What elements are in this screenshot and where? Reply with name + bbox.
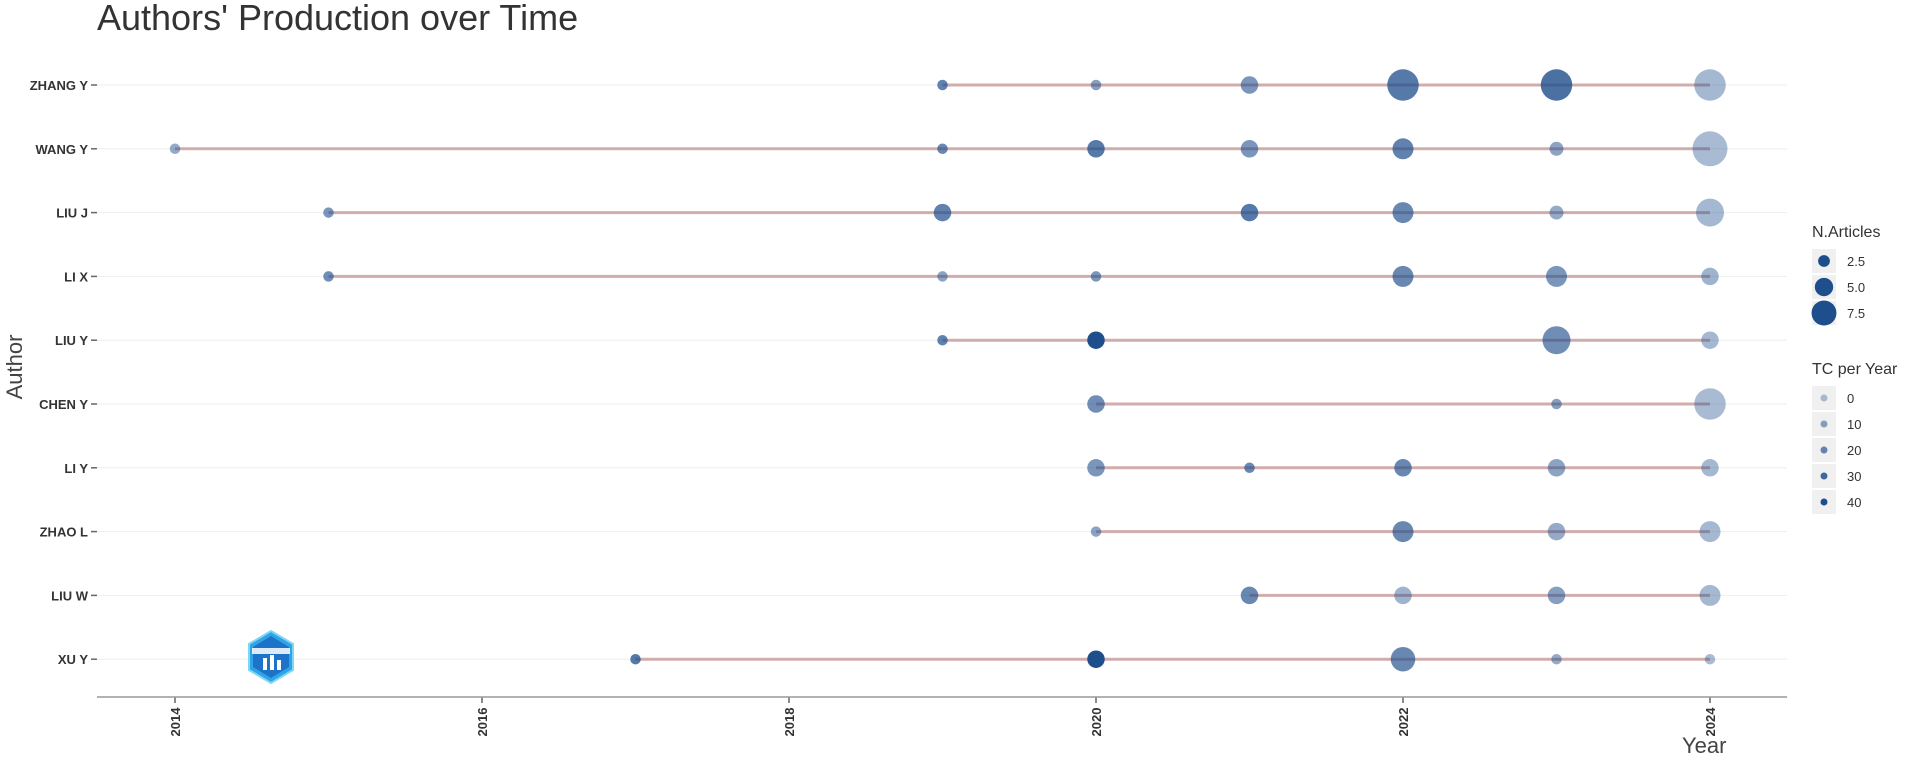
- grid-lines: [97, 84, 1787, 660]
- data-point: [1240, 76, 1259, 94]
- data-point: [1701, 331, 1719, 349]
- y-tick-label: CHEN Y: [39, 397, 88, 412]
- data-point: [1390, 646, 1416, 672]
- data-point: [937, 79, 948, 91]
- legend-color-label: 40: [1847, 495, 1861, 510]
- x-tick-label: 2018: [782, 708, 797, 737]
- data-point: [1694, 388, 1726, 420]
- data-point: [630, 653, 641, 665]
- data-point: [1090, 271, 1102, 282]
- data-point: [1090, 79, 1102, 91]
- legend-color-items: 0 10 20 30 40: [1812, 386, 1861, 514]
- data-point: [1394, 586, 1412, 605]
- data-point: [1704, 653, 1716, 665]
- data-point: [937, 271, 948, 282]
- chart-title: Authors' Production over Time: [97, 0, 578, 38]
- data-point: [1551, 398, 1562, 410]
- data-point: [1699, 584, 1721, 606]
- legend-color-key: [1820, 446, 1828, 454]
- y-axis-title: Author: [2, 335, 27, 400]
- legend-color-key: [1820, 498, 1828, 506]
- data-points: [169, 69, 1728, 672]
- data-point: [1696, 198, 1724, 227]
- data-point: [1701, 267, 1719, 286]
- data-point: [933, 203, 952, 222]
- data-point: [1547, 586, 1566, 605]
- data-point: [1240, 203, 1259, 222]
- data-point: [1087, 459, 1105, 477]
- data-point: [937, 334, 948, 346]
- author-timelines: [175, 83, 1710, 661]
- legend-color-label: 20: [1847, 443, 1861, 458]
- y-tick-label: WANG Y: [36, 142, 89, 157]
- data-point: [1087, 395, 1105, 413]
- legend: N.Articles 2.5 5.0 7.5 TC per Year 0 10 20 30…: [1811, 224, 1898, 514]
- data-point: [1394, 459, 1412, 477]
- legend-color-label: 30: [1847, 469, 1861, 484]
- y-tick-label: XU Y: [58, 652, 88, 667]
- data-point: [1090, 526, 1102, 537]
- legend-color-key: [1820, 420, 1828, 428]
- data-point: [937, 143, 948, 155]
- data-point: [1087, 140, 1105, 158]
- y-tick-label: LI X: [64, 269, 88, 284]
- legend-color-key: [1820, 472, 1828, 480]
- legend-color-label: 10: [1847, 417, 1861, 432]
- x-tick-label: 2020: [1089, 708, 1104, 737]
- data-point: [1387, 69, 1419, 101]
- data-point: [1240, 140, 1259, 158]
- data-point: [1547, 459, 1566, 477]
- data-point: [1240, 586, 1259, 605]
- data-point: [169, 143, 181, 155]
- data-point: [1701, 459, 1719, 477]
- legend-size-label: 5.0: [1847, 280, 1865, 295]
- x-tick-label: 2016: [475, 708, 490, 737]
- x-axis-ticks: 2014 2016 2018 2020 2022 2024: [168, 697, 1718, 736]
- data-point: [1699, 521, 1721, 543]
- legend-color-title: TC per Year: [1812, 361, 1898, 378]
- y-tick-label: LIU W: [51, 588, 89, 603]
- data-point: [1694, 69, 1726, 101]
- legend-color-key-bg: [1812, 386, 1836, 410]
- x-axis-title: Year: [1682, 733, 1726, 757]
- data-point: [1692, 131, 1728, 167]
- data-point: [1087, 331, 1105, 349]
- legend-size-items: 2.5 5.0 7.5: [1811, 249, 1865, 326]
- data-point: [323, 271, 334, 282]
- data-point: [1540, 69, 1573, 101]
- data-point: [1546, 265, 1567, 287]
- legend-size-label: 7.5: [1847, 306, 1865, 321]
- legend-color-label: 0: [1847, 391, 1854, 406]
- legend-size-key: [1811, 300, 1837, 326]
- data-point: [1392, 521, 1414, 543]
- data-point: [1392, 202, 1414, 224]
- data-point: [1542, 326, 1571, 355]
- data-point: [1087, 650, 1105, 668]
- y-tick-label: ZHANG Y: [30, 78, 89, 93]
- data-point: [1392, 138, 1414, 160]
- legend-size-title: N.Articles: [1812, 224, 1880, 241]
- x-tick-label: 2014: [168, 707, 183, 737]
- x-tick-label: 2022: [1396, 708, 1411, 737]
- legend-size-key: [1818, 255, 1830, 267]
- data-point: [1549, 205, 1564, 220]
- y-tick-label: ZHAO L: [40, 525, 88, 540]
- bibliometrix-logo: [248, 629, 294, 685]
- x-tick-label: 2024: [1703, 707, 1718, 737]
- data-point: [1392, 265, 1414, 287]
- y-axis-ticks: ZHANG Y WANG Y LIU J LI X LIU Y CHEN Y LI Y ZHA…: [30, 78, 97, 667]
- y-tick-label: LIU J: [56, 206, 88, 221]
- legend-size-key: [1814, 277, 1834, 297]
- y-tick-label: LI Y: [64, 461, 88, 476]
- data-point: [323, 207, 334, 218]
- data-point: [1547, 522, 1566, 541]
- data-point: [1244, 462, 1255, 474]
- legend-color-key: [1820, 394, 1828, 402]
- data-point: [1551, 653, 1562, 665]
- legend-size-label: 2.5: [1847, 254, 1865, 269]
- y-tick-label: LIU Y: [55, 333, 88, 348]
- data-point: [1549, 141, 1564, 156]
